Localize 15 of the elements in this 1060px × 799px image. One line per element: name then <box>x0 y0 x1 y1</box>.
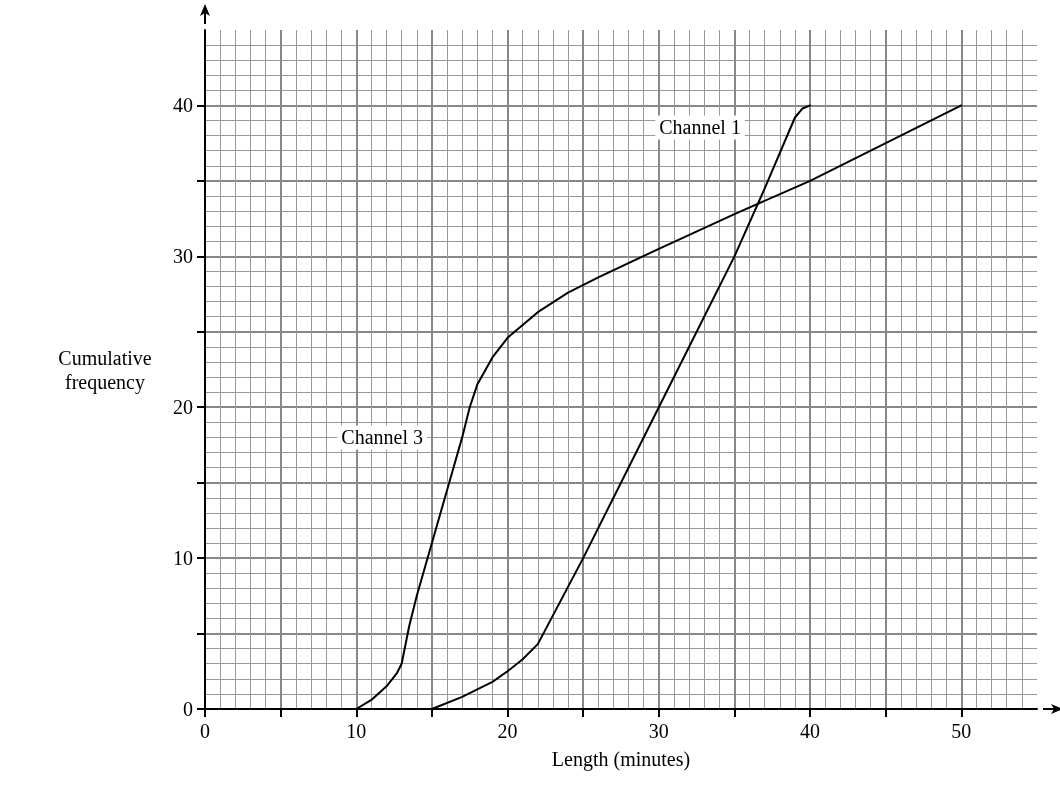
y-axis-title: Cumulative frequency <box>57 345 153 394</box>
y-tick-label: 10 <box>173 547 193 570</box>
text: Channel 1 <box>659 116 741 139</box>
x-tick-label: 50 <box>951 720 972 742</box>
x-axis-title: Length (minutes) <box>551 748 691 771</box>
y-tick-label: 0 <box>183 698 193 720</box>
y-tick-label: 30 <box>173 245 193 268</box>
series-label: Channel 3 <box>341 426 423 449</box>
x-tick-label: 40 <box>800 720 821 742</box>
x-tick-label: 20 <box>497 720 518 742</box>
x-tick-label: 30 <box>648 720 669 742</box>
y-tick-label: 40 <box>173 94 193 117</box>
x-tick-label: 10 <box>346 720 367 742</box>
x-tick-label: 0 <box>200 720 210 742</box>
y-tick-label: 20 <box>173 396 193 419</box>
